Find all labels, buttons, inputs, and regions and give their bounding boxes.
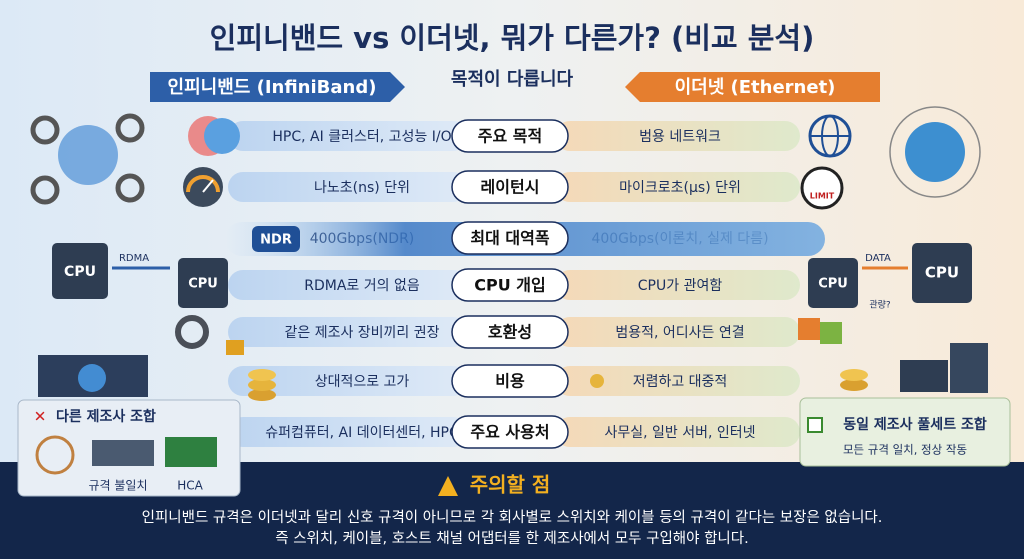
cpu-label: CPU bbox=[188, 277, 218, 292]
mismatch-label: 규격 불일치 bbox=[88, 479, 147, 493]
cpu-chip bbox=[808, 258, 858, 308]
left-text: RDMA로 거의 없음 bbox=[304, 278, 420, 294]
left-header: 인피니밴드 (InfiniBand) bbox=[168, 77, 377, 98]
center-text: 호환성 bbox=[488, 323, 532, 342]
right-pill bbox=[555, 366, 800, 396]
mismatch-icons bbox=[35, 435, 217, 475]
left-box-title: 다른 제조사 조합 bbox=[56, 408, 156, 425]
rdma-label: RDMA bbox=[119, 253, 149, 264]
left-text: 상대적으로 고가 bbox=[315, 374, 410, 390]
gear-lock-icon bbox=[175, 315, 244, 355]
check-box bbox=[807, 417, 823, 433]
involve-label: 관량? bbox=[869, 299, 891, 311]
brain-icon bbox=[188, 116, 240, 156]
center-text: 최대 대역폭 bbox=[470, 229, 549, 248]
center-pill bbox=[451, 119, 569, 153]
brain-gears bbox=[30, 113, 145, 205]
left-pill bbox=[228, 270, 468, 300]
coins-icon bbox=[248, 369, 276, 401]
left-pill bbox=[228, 366, 468, 396]
center-text: 비용 bbox=[495, 372, 525, 391]
center-text: 주요 사용처 bbox=[470, 423, 549, 442]
center-pill bbox=[451, 315, 569, 349]
ndr-label: NDR bbox=[260, 233, 292, 248]
center-pill bbox=[451, 268, 569, 302]
globe-icon bbox=[808, 114, 852, 158]
left-text: 같은 제조사 장비끼리 권장 bbox=[284, 325, 439, 341]
warning-line: 인피니밴드 규격은 이더넷과 달리 신호 규격이 아니므로 각 회사별로 스위치… bbox=[142, 509, 883, 526]
left-text: 나노초(ns) 단위 bbox=[314, 180, 410, 196]
cpu-label: CPU bbox=[925, 264, 959, 282]
right-pill bbox=[555, 172, 800, 202]
warning-title: 주의할 점 bbox=[470, 473, 551, 497]
right-banner bbox=[625, 72, 880, 102]
warning-icon bbox=[438, 476, 458, 496]
right-box-title: 동일 제조사 풀세트 조합 bbox=[843, 416, 987, 433]
right-pill bbox=[555, 317, 800, 347]
center-text: 주요 목적 bbox=[478, 127, 542, 146]
limit-label: LIMIT bbox=[810, 192, 835, 201]
right-text: 사무실, 일반 서버, 인터넷 bbox=[604, 425, 755, 441]
left-pill bbox=[228, 417, 468, 447]
right-pill bbox=[555, 417, 800, 447]
cpu-label: CPU bbox=[64, 264, 96, 280]
right-pill bbox=[555, 121, 800, 151]
center-header: 목적이 다릅니다 bbox=[451, 69, 574, 90]
left-banner bbox=[150, 72, 405, 102]
cpu-label: CPU bbox=[818, 277, 848, 292]
earth-network bbox=[889, 106, 981, 198]
cpu-chip bbox=[912, 243, 972, 303]
right-text: 범용적, 어디사든 연결 bbox=[615, 325, 744, 341]
x-mark: ✕ bbox=[34, 408, 47, 426]
left-text: HPC, AI 클러스터, 고성능 I/O bbox=[272, 129, 451, 145]
server-rack bbox=[38, 355, 148, 397]
center-pill bbox=[451, 364, 569, 398]
center-text: 레이턴시 bbox=[481, 178, 540, 197]
ndr-badge bbox=[252, 226, 300, 252]
right-pill bbox=[555, 270, 800, 300]
center-pill bbox=[451, 221, 569, 255]
data-label: DATA bbox=[865, 253, 891, 264]
cpu-chip bbox=[52, 243, 108, 299]
pc-icon bbox=[900, 343, 988, 393]
right-text: 마이크로초(μs) 단위 bbox=[619, 180, 741, 196]
limit-sign bbox=[800, 166, 844, 210]
center-text: CPU 개입 bbox=[474, 276, 545, 295]
center-pill bbox=[451, 170, 569, 204]
right-text: CPU가 관여함 bbox=[638, 278, 723, 294]
left-pill bbox=[228, 317, 468, 347]
warning-line: 즉 스위치, 케이블, 호스트 채널 어댑터를 한 제조사에서 모두 구입해야 … bbox=[275, 530, 748, 547]
right-text: 범용 네트워크 bbox=[639, 129, 721, 145]
coins-icon bbox=[590, 369, 868, 391]
right-text: 저렴하고 대중적 bbox=[633, 374, 728, 390]
hca-label: HCA bbox=[177, 479, 203, 493]
title: 인피니밴드 vs 이더넷, 뭐가 다른가? (비교 분석) bbox=[210, 21, 815, 55]
right-box bbox=[799, 397, 1011, 467]
cpu-chip bbox=[178, 258, 228, 308]
right-header: 이더넷 (Ethernet) bbox=[675, 77, 836, 98]
left-pill bbox=[228, 121, 468, 151]
right-box-subtitle: 모든 규격 일치, 정상 작동 bbox=[843, 443, 967, 457]
left-text: 슈퍼컴퓨터, AI 데이터센터, HPC bbox=[265, 425, 459, 441]
puzzle-icon bbox=[798, 318, 842, 344]
left-pill bbox=[228, 172, 468, 202]
center-pill bbox=[451, 415, 569, 449]
gauge-icon bbox=[183, 167, 223, 207]
